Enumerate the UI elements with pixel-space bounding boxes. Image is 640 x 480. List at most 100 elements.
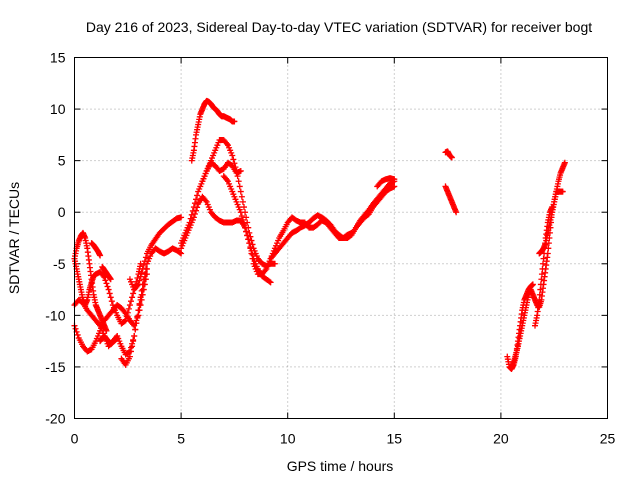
data-point	[126, 353, 133, 360]
data-point	[102, 277, 109, 284]
chart-title: Day 216 of 2023, Sidereal Day-to-day VTE…	[86, 19, 592, 35]
x-tick-label: 20	[493, 431, 509, 447]
series-arc-10	[99, 263, 114, 283]
data-point	[243, 228, 250, 235]
data-point	[244, 219, 251, 226]
series-arc-19	[442, 148, 455, 161]
data-point	[126, 302, 133, 309]
x-tick-labels: 0 5 10 15 20 25	[71, 431, 616, 447]
data-point	[121, 309, 128, 316]
series-arc-9	[97, 332, 121, 348]
data-point	[246, 240, 253, 247]
y-tick-label: 15	[50, 50, 66, 66]
data-point	[453, 209, 460, 216]
data-point	[139, 286, 146, 293]
data-point	[178, 214, 185, 221]
data-point	[135, 281, 142, 288]
y-tick-labels: 15 10 5 0 -5 -10 -15 -20	[45, 50, 65, 427]
data-point	[130, 290, 137, 297]
data-point	[127, 348, 134, 355]
data-point	[141, 258, 148, 265]
x-tick-label: 15	[387, 431, 403, 447]
data-point	[127, 298, 134, 305]
data-point	[191, 200, 198, 207]
series-arc-6	[118, 265, 150, 368]
data-point	[194, 192, 201, 199]
data-point	[104, 283, 111, 290]
series-arc-8	[88, 240, 104, 259]
data-point	[135, 312, 142, 319]
x-tick-label: 5	[177, 431, 185, 447]
data-point	[240, 220, 247, 227]
series-arc-4	[71, 255, 144, 327]
data-point	[239, 216, 246, 223]
data-point	[106, 290, 113, 297]
data-point	[140, 262, 147, 269]
data-point	[189, 207, 196, 214]
data-point	[242, 224, 249, 231]
data-point	[107, 294, 114, 301]
data-point	[138, 291, 145, 298]
data-point	[134, 313, 141, 320]
data-point	[142, 271, 149, 278]
data-point	[136, 302, 143, 309]
y-tick-label: -15	[45, 359, 65, 375]
data-point	[536, 291, 543, 298]
data-point	[236, 183, 243, 190]
data-point	[537, 281, 544, 288]
data-point	[248, 247, 255, 254]
x-tick-label: 25	[600, 431, 616, 447]
y-tick-label: 10	[50, 101, 66, 117]
data-point	[178, 250, 185, 257]
data-point	[538, 271, 545, 278]
data-points	[71, 97, 568, 372]
data-point	[140, 281, 147, 288]
data-point	[245, 236, 252, 243]
data-point	[137, 273, 144, 280]
data-point	[125, 305, 132, 312]
series-arc-18	[374, 175, 398, 190]
data-point	[539, 265, 546, 272]
data-point	[237, 209, 244, 216]
data-point	[238, 193, 245, 200]
data-point	[177, 249, 184, 256]
data-point	[138, 269, 145, 276]
series-arc-15	[220, 173, 274, 286]
x-tick-label: 10	[280, 431, 296, 447]
data-point	[132, 326, 139, 333]
data-point	[244, 232, 251, 239]
data-point	[249, 251, 256, 258]
data-point	[247, 244, 254, 251]
data-point	[129, 343, 136, 350]
grid-lines	[74, 57, 608, 419]
data-point	[188, 211, 195, 218]
x-axis-label: GPS time / hours	[287, 458, 394, 474]
series-arc-1	[71, 271, 150, 355]
data-point	[107, 276, 114, 283]
data-point	[131, 332, 138, 339]
data-point	[133, 320, 140, 327]
data-point	[239, 198, 246, 205]
y-tick-label: 5	[58, 153, 66, 169]
data-point	[391, 176, 398, 183]
data-point	[137, 260, 144, 267]
data-point	[105, 286, 112, 293]
data-point	[139, 265, 146, 272]
data-point	[537, 286, 544, 293]
data-point	[229, 152, 236, 159]
data-point	[536, 296, 543, 303]
x-tick-label: 0	[71, 431, 79, 447]
data-point	[97, 252, 104, 259]
data-point	[137, 296, 144, 303]
series-arc-12	[178, 137, 278, 269]
data-point	[237, 188, 244, 195]
data-point	[72, 325, 79, 332]
data-point	[103, 327, 110, 334]
plot-frame	[74, 57, 608, 419]
series-arc-13	[188, 97, 238, 164]
series-arc-5	[114, 245, 185, 358]
data-point	[122, 317, 129, 324]
series-arc-20	[442, 183, 460, 216]
data-point	[187, 215, 194, 222]
